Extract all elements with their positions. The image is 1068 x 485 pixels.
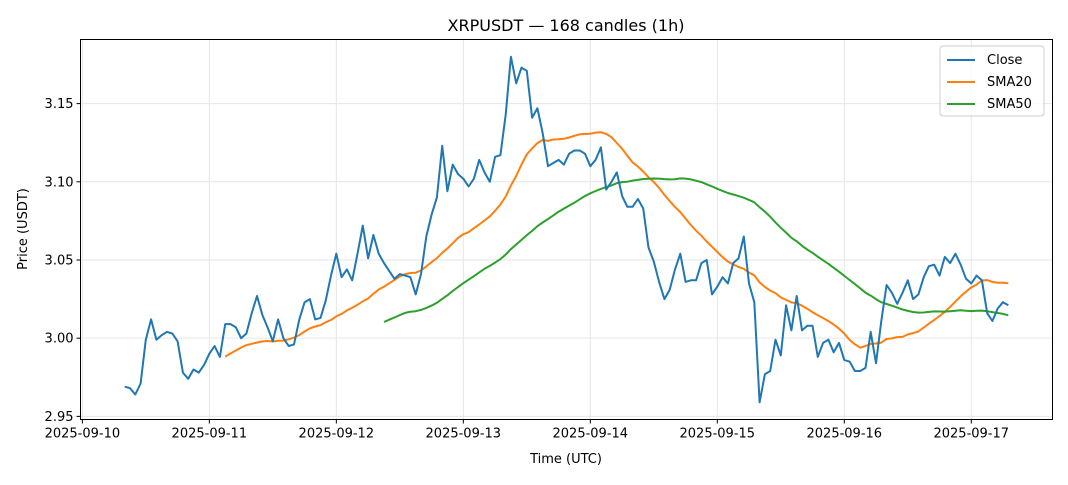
x-tick-label: 2025-09-14 — [553, 427, 629, 442]
legend-label: SMA20 — [987, 75, 1032, 90]
y-axis: 2.95 3.00 3.05 3.10 3.15 — [45, 97, 81, 425]
y-tick-label: 2.95 — [45, 410, 74, 425]
series-line-sma20 — [224, 131, 1009, 358]
y-axis-label: Price (USDT) — [16, 188, 31, 270]
x-tick-label: 2025-09-16 — [807, 427, 883, 442]
x-axis-label: Time (UTC) — [529, 452, 602, 467]
series-line-sma50 — [383, 177, 1009, 323]
chart-title: XRPUSDT — 168 candles (1h) — [448, 16, 685, 35]
y-tick-label: 3.10 — [45, 175, 74, 190]
series-lines — [124, 55, 1009, 404]
y-tick-label: 3.00 — [45, 332, 74, 347]
legend: Close SMA20 SMA50 — [939, 45, 1045, 117]
legend-label: Close — [987, 53, 1022, 68]
x-tick-label: 2025-09-10 — [45, 427, 121, 442]
legend-label: SMA50 — [987, 97, 1032, 112]
series-line-close — [124, 55, 1009, 404]
y-tick-label: 3.15 — [45, 97, 74, 112]
x-tick-label: 2025-09-17 — [933, 427, 1009, 442]
grid — [80, 39, 1053, 420]
x-tick-label: 2025-09-15 — [680, 427, 756, 442]
x-tick-label: 2025-09-12 — [299, 427, 375, 442]
x-axis: 2025-09-10 2025-09-11 2025-09-12 2025-09-13… — [45, 419, 1009, 442]
y-tick-label: 3.05 — [45, 253, 74, 268]
x-tick-label: 2025-09-13 — [426, 427, 502, 442]
x-tick-label: 2025-09-11 — [172, 427, 248, 442]
plot-frame — [80, 39, 1053, 420]
